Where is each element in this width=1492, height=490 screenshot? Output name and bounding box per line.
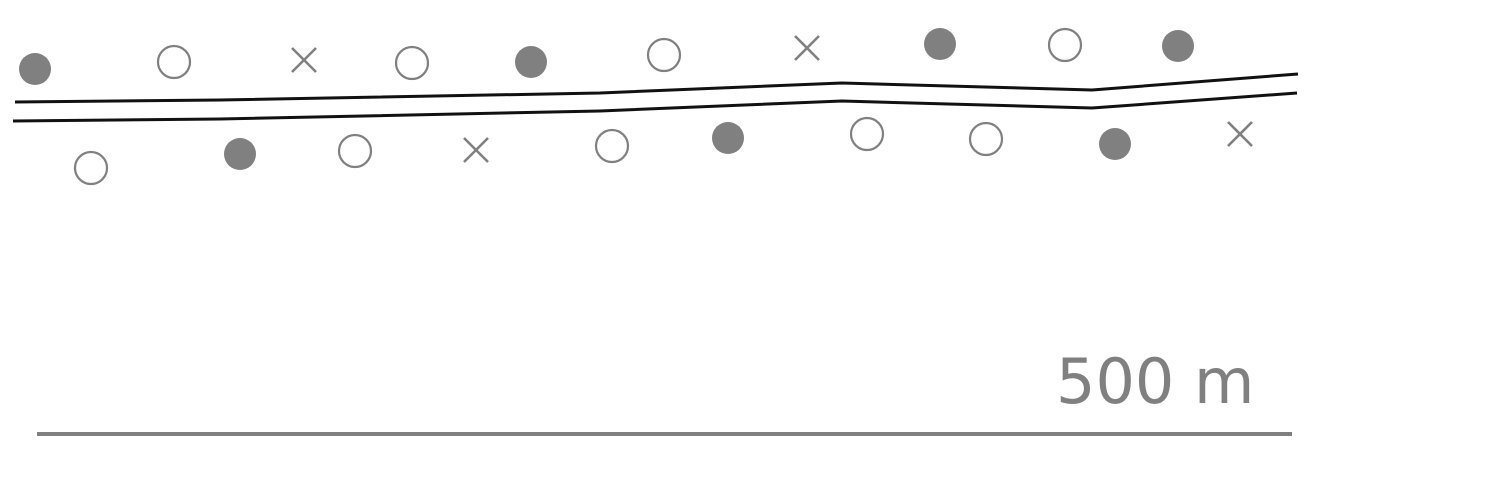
open-circle-marker-icon (1047, 27, 1083, 63)
filled-circle-marker-icon (224, 138, 256, 170)
scale-bar-label: 500 m (1056, 345, 1255, 418)
open-circle-marker-icon (594, 128, 630, 164)
filled-circle-marker-icon (924, 28, 956, 60)
marker-layer (19, 27, 1253, 186)
open-circle-marker-icon (646, 37, 682, 73)
cross-marker-icon (291, 47, 317, 73)
filled-circle-marker-icon (1162, 30, 1194, 62)
filled-circle-marker-icon (19, 53, 51, 85)
cross-stroke (1227, 121, 1253, 147)
open-circle-marker-icon (394, 45, 430, 81)
cross-marker-icon (463, 137, 489, 163)
open-circle-marker-icon (73, 150, 109, 186)
cross-stroke (463, 137, 489, 163)
open-circle-marker-icon (849, 116, 885, 152)
open-circle-marker-icon (156, 44, 192, 80)
cross-marker-icon (794, 35, 820, 61)
open-circle-marker-icon (968, 121, 1004, 157)
open-circle-marker-icon (337, 133, 373, 169)
cross-marker-icon (1227, 121, 1253, 147)
filled-circle-marker-icon (1099, 128, 1131, 160)
road-edge-south (12, 91, 1298, 123)
filled-circle-marker-icon (515, 46, 547, 78)
road-edge-north (14, 72, 1299, 104)
filled-circle-marker-icon (712, 122, 744, 154)
cross-stroke (291, 47, 317, 73)
cross-stroke (794, 35, 820, 61)
